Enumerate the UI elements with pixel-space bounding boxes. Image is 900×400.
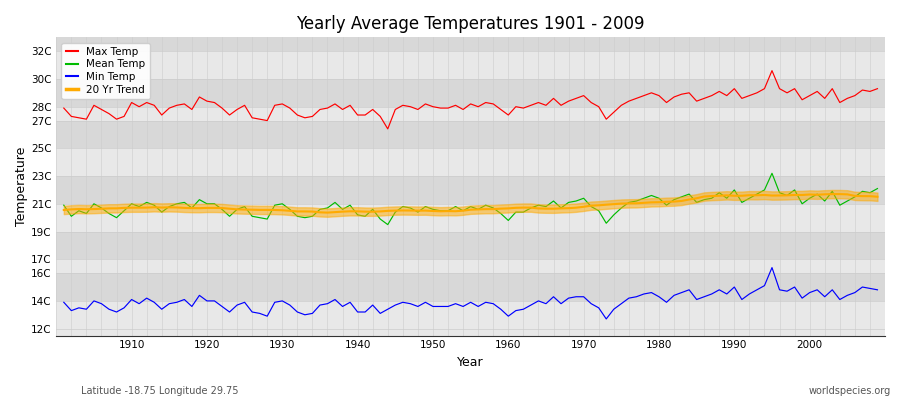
Text: Latitude -18.75 Longitude 29.75: Latitude -18.75 Longitude 29.75 — [81, 386, 239, 396]
Bar — [57, 120, 885, 148]
Bar — [57, 232, 885, 259]
Bar — [57, 301, 885, 329]
Y-axis label: Temperature: Temperature — [15, 147, 28, 226]
Text: worldspecies.org: worldspecies.org — [809, 386, 891, 396]
Legend: Max Temp, Mean Temp, Min Temp, 20 Yr Trend: Max Temp, Mean Temp, Min Temp, 20 Yr Tre… — [61, 42, 149, 99]
Bar — [57, 51, 885, 79]
Bar — [57, 37, 885, 51]
X-axis label: Year: Year — [457, 356, 484, 369]
Bar — [57, 148, 885, 176]
Bar — [57, 329, 885, 336]
Bar — [57, 204, 885, 232]
Bar — [57, 79, 885, 107]
Bar — [57, 259, 885, 273]
Title: Yearly Average Temperatures 1901 - 2009: Yearly Average Temperatures 1901 - 2009 — [296, 15, 645, 33]
Bar — [57, 107, 885, 120]
Bar — [57, 176, 885, 204]
Bar — [57, 273, 885, 301]
